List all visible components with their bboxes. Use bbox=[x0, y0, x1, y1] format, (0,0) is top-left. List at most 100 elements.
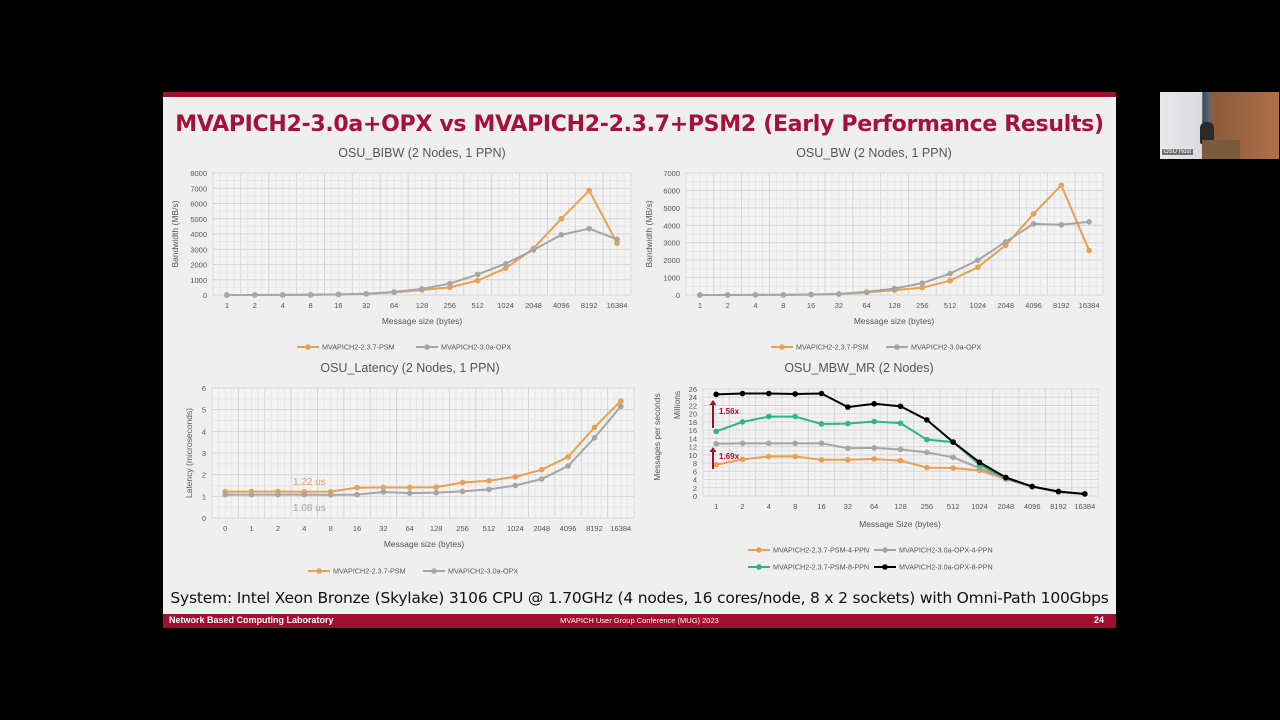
x-tick-label: 0 bbox=[223, 524, 227, 533]
legend-entry: MVAPICH2-2.3.7-PSM bbox=[333, 567, 406, 576]
y-tick-label: 0 bbox=[693, 492, 697, 501]
legend-swatch-marker bbox=[894, 344, 900, 350]
y-tick-label: 2 bbox=[693, 484, 697, 493]
data-point bbox=[354, 491, 360, 498]
data-point bbox=[252, 292, 258, 298]
x-tick-label: 2 bbox=[253, 301, 257, 310]
data-point bbox=[538, 476, 545, 482]
webcam-thumbnail: OSU Host bbox=[1160, 92, 1279, 159]
x-tick-label: 1 bbox=[249, 524, 253, 533]
data-point bbox=[558, 231, 565, 238]
y-tick-label: 0 bbox=[203, 291, 207, 300]
data-point bbox=[327, 492, 334, 498]
y-tick-label: 8 bbox=[693, 459, 697, 468]
y-tick-label: 6000 bbox=[190, 200, 207, 209]
x-tick-label: 64 bbox=[863, 301, 871, 310]
data-point bbox=[924, 417, 930, 423]
legend-entry: MVAPICH2-3.0a-OPX-8-PPN bbox=[899, 563, 993, 572]
y-tick-label: 1000 bbox=[190, 276, 207, 285]
x-tick-label: 16 bbox=[807, 301, 815, 310]
x-tick-label: 8 bbox=[793, 502, 797, 511]
legend-swatch-marker bbox=[779, 344, 785, 350]
data-point bbox=[792, 453, 798, 460]
y-tick-label: 6 bbox=[202, 384, 206, 393]
data-point bbox=[433, 484, 439, 491]
data-point bbox=[565, 463, 571, 469]
legend-entry: MVAPICH2-2.3.7-PSM bbox=[322, 343, 395, 352]
y-tick-label: 2000 bbox=[663, 256, 680, 265]
y-tick-label: 4000 bbox=[663, 221, 680, 230]
data-point bbox=[502, 260, 509, 267]
x-tick-label: 4096 bbox=[1024, 502, 1041, 511]
x-tick-label: 8192 bbox=[1050, 502, 1067, 511]
legend-swatch-marker bbox=[756, 547, 762, 553]
data-point bbox=[724, 292, 731, 298]
legend-entry: MVAPICH2-3.0a-OPX bbox=[911, 343, 981, 352]
y-tick-label: 6 bbox=[693, 467, 697, 476]
legend-entry: MVAPICH2-3.0a-OPX-4-PPN bbox=[899, 546, 993, 555]
data-point bbox=[447, 280, 453, 287]
data-point bbox=[1030, 211, 1037, 217]
data-point bbox=[871, 445, 877, 451]
data-point bbox=[301, 491, 308, 498]
y-tick-label: 14 bbox=[689, 434, 697, 443]
x-tick-label: 2048 bbox=[997, 502, 1014, 511]
legend-entry: MVAPICH2-2.3.7-PSM-4-PPN bbox=[773, 546, 869, 555]
x-tick-label: 16 bbox=[817, 502, 825, 511]
data-point bbox=[818, 456, 825, 463]
y-axis-label: Latency (microseconds) bbox=[184, 408, 194, 498]
annotation-label: 1.69x bbox=[719, 452, 740, 461]
data-point bbox=[565, 454, 571, 460]
data-point bbox=[474, 271, 481, 278]
data-point bbox=[1030, 221, 1037, 227]
y-tick-label: 4 bbox=[202, 427, 206, 436]
y-tick-label: 8000 bbox=[190, 169, 207, 178]
data-point bbox=[614, 236, 620, 243]
y-tick-label: 7000 bbox=[190, 184, 207, 193]
x-tick-label: 4 bbox=[767, 502, 771, 511]
x-tick-label: 1024 bbox=[971, 502, 988, 511]
data-point bbox=[1055, 488, 1062, 495]
data-point bbox=[502, 265, 509, 272]
x-tick-label: 4 bbox=[753, 301, 757, 310]
data-point bbox=[459, 479, 466, 486]
x-tick-label: 4 bbox=[281, 301, 285, 310]
webcam-label: OSU Host bbox=[1162, 149, 1194, 155]
data-point bbox=[558, 215, 565, 222]
data-point bbox=[924, 436, 930, 443]
data-point bbox=[538, 466, 545, 473]
data-point bbox=[739, 440, 746, 447]
y-tick-label: 0 bbox=[202, 514, 206, 523]
data-point bbox=[818, 421, 825, 427]
y-tick-label: 5 bbox=[202, 406, 206, 415]
data-point bbox=[871, 456, 877, 462]
y-tick-label: 10 bbox=[689, 451, 697, 460]
y-tick-label: 22 bbox=[689, 401, 697, 410]
legend-swatch-marker bbox=[316, 568, 322, 574]
x-tick-label: 1024 bbox=[497, 301, 514, 310]
y-axis-label: Bandwidth (MB/s) bbox=[644, 200, 654, 267]
speaker-figure bbox=[1200, 122, 1214, 144]
data-point bbox=[808, 291, 814, 298]
data-point bbox=[836, 291, 842, 297]
x-tick-label: 256 bbox=[456, 524, 469, 533]
data-point bbox=[845, 456, 851, 463]
x-tick-label: 512 bbox=[483, 524, 496, 533]
slide-top-bar bbox=[163, 92, 1116, 97]
data-point bbox=[586, 187, 592, 194]
legend-entry: MVAPICH2-2.3.7-PSM-8-PPN bbox=[773, 563, 869, 572]
data-point bbox=[863, 289, 870, 295]
x-tick-label: 1 bbox=[225, 301, 229, 310]
data-point bbox=[486, 486, 492, 493]
data-point bbox=[897, 457, 904, 464]
data-point bbox=[924, 464, 930, 471]
legend-swatch-marker bbox=[756, 564, 762, 570]
data-point bbox=[713, 440, 719, 447]
data-point bbox=[975, 264, 981, 270]
system-note: System: Intel Xeon Bronze (Skylake) 3106… bbox=[170, 589, 1109, 607]
y-tick-label: 1000 bbox=[663, 274, 680, 283]
x-tick-label: 1 bbox=[714, 502, 718, 511]
data-point bbox=[919, 280, 926, 286]
data-point bbox=[275, 491, 281, 498]
